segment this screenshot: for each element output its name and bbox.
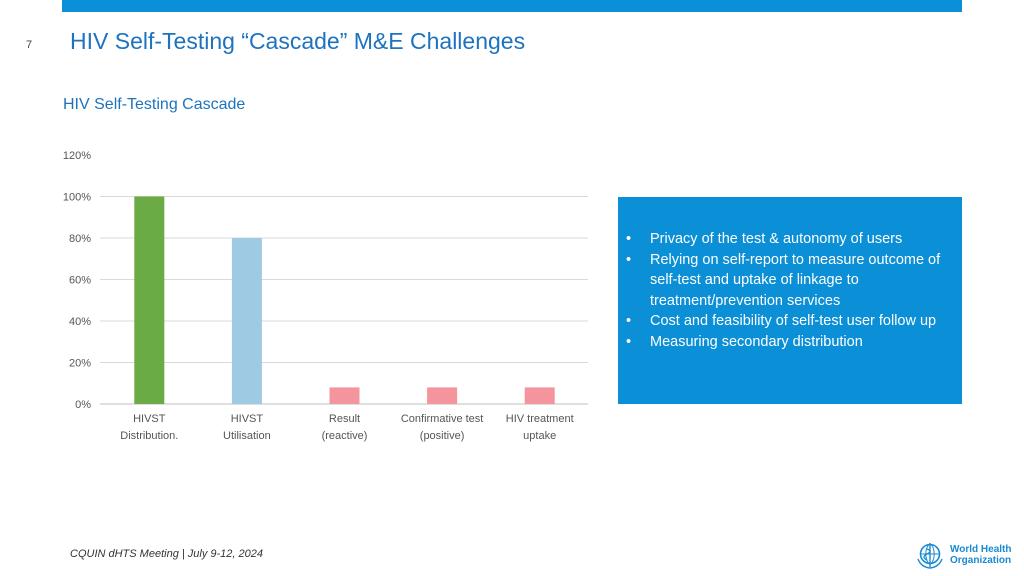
- bullet-icon: •: [626, 251, 632, 268]
- logo-line-2: Organization: [950, 555, 1012, 566]
- challenge-item: • Relying on self-report to measure outco…: [626, 250, 946, 312]
- x-tick-label: (positive): [420, 430, 465, 442]
- bar: [427, 387, 458, 404]
- slide-title: HIV Self-Testing “Cascade” M&E Challenge…: [70, 28, 526, 54]
- y-tick-label: 20%: [69, 358, 91, 370]
- bar: [134, 196, 165, 404]
- challenge-item: • Privacy of the test & autonomy of users: [626, 229, 946, 250]
- x-tick-label: uptake: [523, 430, 556, 442]
- bullet-icon: •: [626, 231, 632, 247]
- challenge-text: Privacy of the test & autonomy of users: [650, 231, 903, 247]
- challenge-item: • Measuring secondary distribution: [626, 332, 946, 353]
- y-tick-label: 60%: [69, 275, 91, 287]
- x-tick-label: Confirmative test: [401, 413, 484, 425]
- y-tick-label: 80%: [69, 233, 91, 245]
- challenge-text: Measuring secondary distribution: [650, 333, 863, 350]
- challenges-box: • Privacy of the test & autonomy of users…: [618, 197, 962, 404]
- y-tick-label: 0%: [75, 399, 91, 411]
- x-tick-label: Distribution.: [120, 430, 178, 442]
- x-tick-label: HIVST: [133, 413, 166, 425]
- x-tick-label: (reactive): [322, 430, 368, 442]
- y-tick-label: 100%: [63, 192, 91, 204]
- chart-title: HIV Self-Testing Cascade: [63, 96, 246, 113]
- challenge-text: Relying on self-report to measure outcom…: [650, 251, 941, 309]
- bullet-icon: •: [626, 313, 632, 329]
- y-tick-label: 120%: [63, 150, 91, 162]
- top-accent-bar: [62, 0, 962, 12]
- y-tick-label: 40%: [69, 316, 91, 328]
- x-tick-label: Result: [329, 413, 360, 425]
- bar: [329, 387, 360, 404]
- challenge-item: • Cost and feasibility of self-test user …: [626, 311, 946, 332]
- bullet-icon: •: [626, 333, 632, 350]
- x-tick-label: HIV treatment: [506, 413, 574, 425]
- slide-number: 7: [26, 39, 33, 51]
- bar: [231, 238, 262, 404]
- bar: [524, 387, 555, 404]
- who-emblem-icon: [917, 543, 943, 569]
- challenge-text: Cost and feasibility of self-test user f…: [650, 313, 937, 329]
- x-tick-label: Utilisation: [223, 430, 271, 442]
- logo-line-1: World Health: [950, 544, 1012, 555]
- x-tick-label: HIVST: [231, 413, 264, 425]
- footer-text: CQUIN dHTS Meeting | July 9-12, 2024: [70, 548, 263, 560]
- who-logo: World Health Organization: [914, 539, 1014, 571]
